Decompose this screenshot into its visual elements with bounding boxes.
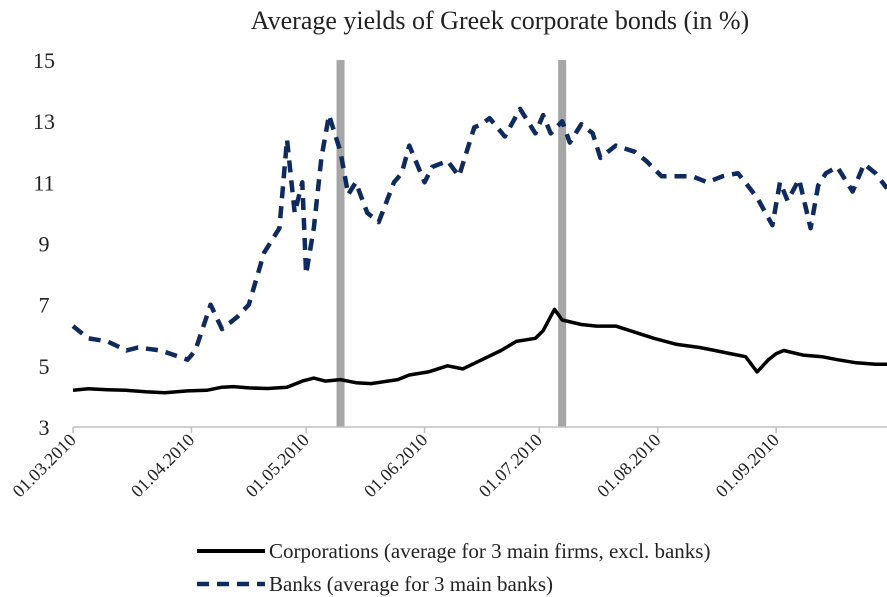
x-tick-label: 01.08.2010 (593, 430, 664, 501)
legend-label-corporations: Corporations (average for 3 main firms, … (269, 539, 710, 563)
y-tick-label: 5 (39, 354, 50, 379)
legend-label-banks: Banks (average for 3 main banks) (269, 572, 553, 596)
series-line-corporations (72, 307, 887, 395)
plot-area (71, 106, 887, 395)
vertical-markers (336, 60, 567, 427)
y-tick-label: 7 (39, 293, 50, 318)
x-axis: 01.03.2010 01.04.2010 01.05.2010 01.06.2010… (8, 426, 887, 501)
x-tick-label: 01.03.2010 (8, 430, 79, 501)
x-tick-label: 01.09.2010 (712, 430, 783, 501)
y-tick-label: 3 (39, 415, 50, 440)
chart-title: Average yields of Greek corporate bonds … (251, 6, 749, 35)
series-line-banks (71, 106, 887, 362)
legend: Corporations (average for 3 main firms, … (197, 539, 710, 596)
x-tick-label: 01.06.2010 (360, 430, 431, 501)
y-axis: 15 13 11 9 7 5 3 (33, 48, 55, 440)
y-tick-label: 11 (33, 170, 54, 195)
y-tick-label: 13 (33, 109, 55, 134)
x-tick-label: 01.07.2010 (475, 430, 546, 501)
y-tick-label: 9 (39, 232, 50, 257)
y-tick-label: 15 (33, 48, 55, 73)
x-tick-label: 01.04.2010 (127, 430, 198, 501)
x-tick-label: 01.05.2010 (242, 430, 313, 501)
